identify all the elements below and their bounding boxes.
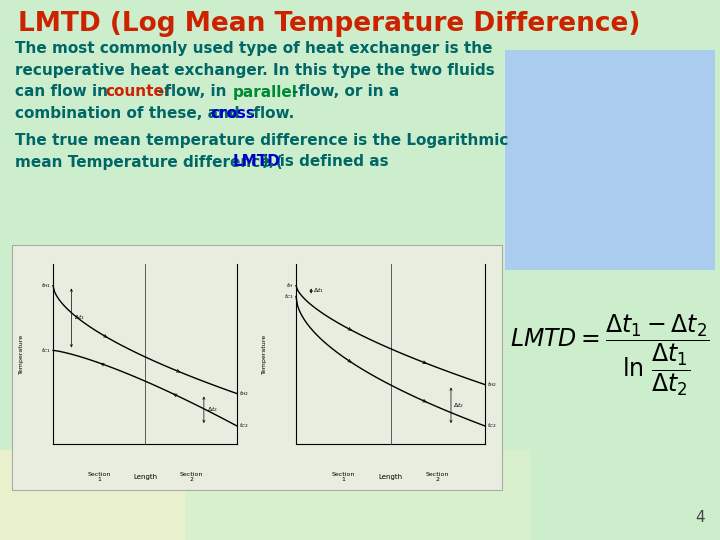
Text: Section: Section [332,472,355,477]
Text: $\Delta t_2$: $\Delta t_2$ [453,401,464,410]
Text: $\Delta t_1$: $\Delta t_1$ [74,314,86,322]
Bar [505,50,715,270]
Text: 2: 2 [189,477,193,482]
Text: $t_{C1}$: $t_{C1}$ [41,346,51,355]
Text: $t_{C1}$: $t_{C1}$ [284,292,294,301]
Text: Length: Length [379,474,402,480]
Text: 4: 4 [696,510,705,525]
Text: 1: 1 [341,477,345,482]
Text: mean Temperature difference (: mean Temperature difference ( [15,154,283,170]
Text: $\mathit{LMTD} = \dfrac{\Delta t_1 - \Delta t_2}{\ln\,\dfrac{\Delta t_1}{\Delta : $\mathit{LMTD} = \dfrac{\Delta t_1 - \De… [510,312,710,397]
Text: 2: 2 [436,477,440,482]
Text: recuperative heat exchanger. In this type the two fluids: recuperative heat exchanger. In this typ… [15,63,495,78]
Bar [12,245,502,490]
Text: $t_{H1}$: $t_{H1}$ [41,281,51,290]
Text: The true mean temperature difference is the Logarithmic: The true mean temperature difference is … [15,132,508,147]
Text: $t_{C2}$: $t_{C2}$ [239,422,249,430]
Text: Temperature: Temperature [261,334,266,374]
Text: -flow, or in a: -flow, or in a [292,84,400,99]
Text: $\Delta t_1$: $\Delta t_1$ [313,287,324,295]
Text: combination of these, and: combination of these, and [15,106,245,122]
Text: -flow.: -flow. [248,106,294,122]
Text: Temperature: Temperature [19,334,24,374]
Text: -flow, in: -flow, in [158,84,231,99]
Text: $t_{C2}$: $t_{C2}$ [487,422,497,430]
Text: Section: Section [426,472,449,477]
Text: parallel: parallel [233,84,297,99]
Text: $\Delta t_2$: $\Delta t_2$ [207,406,218,414]
Text: LMTD: LMTD [233,154,280,170]
Bar [0,450,185,540]
Text: can flow in: can flow in [15,84,113,99]
Bar [185,450,530,540]
Text: ), is defined as: ), is defined as [263,154,389,170]
Text: cross: cross [210,106,255,122]
Text: counter: counter [105,84,171,99]
Text: $t_{H}$: $t_{H}$ [287,281,294,290]
Text: Section: Section [179,472,203,477]
Text: Length: Length [133,474,157,480]
Text: 1: 1 [97,477,101,482]
Text: LMTD (Log Mean Temperature Difference): LMTD (Log Mean Temperature Difference) [18,11,640,37]
Text: $t_{H2}$: $t_{H2}$ [239,389,249,398]
Text: The most commonly used type of heat exchanger is the: The most commonly used type of heat exch… [15,40,492,56]
Text: $t_{H2}$: $t_{H2}$ [487,380,497,389]
Text: Section: Section [87,472,111,477]
